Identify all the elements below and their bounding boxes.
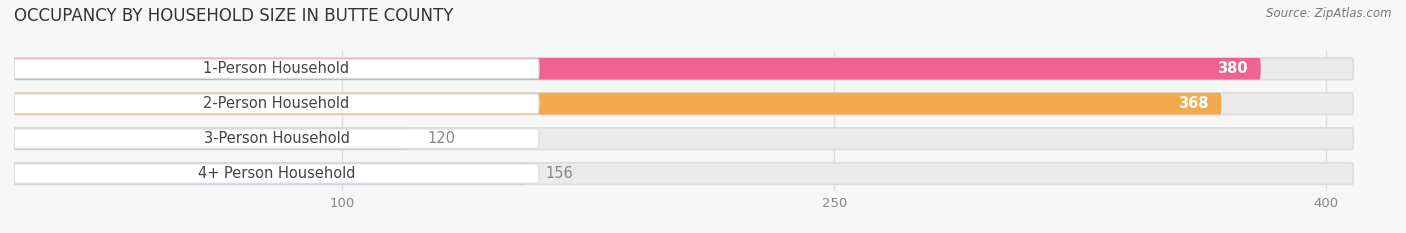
Text: 4+ Person Household: 4+ Person Household bbox=[198, 166, 356, 181]
Text: 156: 156 bbox=[546, 166, 574, 181]
FancyBboxPatch shape bbox=[14, 163, 1354, 185]
Text: OCCUPANCY BY HOUSEHOLD SIZE IN BUTTE COUNTY: OCCUPANCY BY HOUSEHOLD SIZE IN BUTTE COU… bbox=[14, 7, 453, 25]
FancyBboxPatch shape bbox=[14, 58, 1261, 80]
FancyBboxPatch shape bbox=[14, 129, 538, 148]
FancyBboxPatch shape bbox=[14, 93, 1354, 115]
FancyBboxPatch shape bbox=[14, 128, 1354, 150]
FancyBboxPatch shape bbox=[14, 163, 526, 185]
FancyBboxPatch shape bbox=[14, 93, 1222, 115]
FancyBboxPatch shape bbox=[14, 59, 538, 79]
FancyBboxPatch shape bbox=[14, 128, 408, 150]
Text: 3-Person Household: 3-Person Household bbox=[204, 131, 350, 146]
FancyBboxPatch shape bbox=[14, 164, 538, 183]
Text: 380: 380 bbox=[1218, 61, 1247, 76]
FancyBboxPatch shape bbox=[14, 58, 1354, 80]
Text: Source: ZipAtlas.com: Source: ZipAtlas.com bbox=[1267, 7, 1392, 20]
Text: 120: 120 bbox=[427, 131, 456, 146]
FancyBboxPatch shape bbox=[14, 94, 538, 113]
Text: 2-Person Household: 2-Person Household bbox=[204, 96, 350, 111]
Text: 368: 368 bbox=[1178, 96, 1208, 111]
Text: 1-Person Household: 1-Person Household bbox=[204, 61, 350, 76]
